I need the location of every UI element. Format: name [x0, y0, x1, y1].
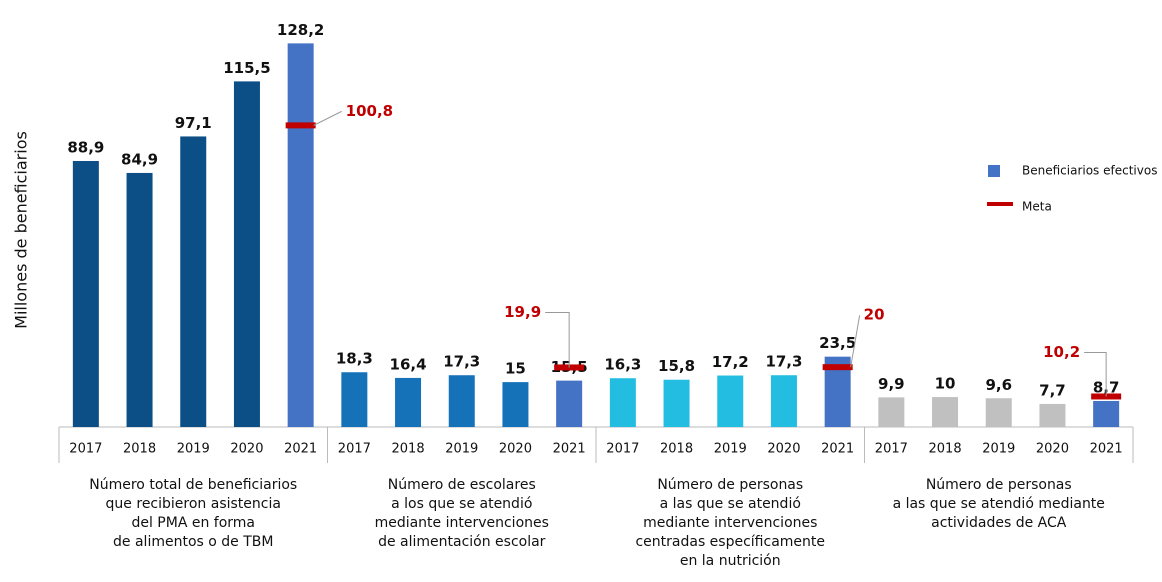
value-label: 9,6	[985, 376, 1012, 394]
x-tick-label: 2019	[714, 442, 747, 457]
bar	[1093, 400, 1120, 427]
x-tick-label: 2017	[69, 442, 102, 457]
value-label: 115,5	[223, 59, 270, 77]
bar	[985, 398, 1012, 427]
bar	[448, 375, 475, 427]
bar	[180, 136, 207, 427]
value-label: 88,9	[67, 138, 104, 156]
value-label: 15,8	[658, 357, 695, 375]
group-label: Número total de beneficiarios	[89, 477, 297, 493]
bar	[126, 172, 153, 427]
x-tick-label: 2019	[177, 442, 210, 457]
group-label: centradas específicamente	[635, 534, 825, 550]
group-label: que recibieron asistencia	[106, 496, 281, 512]
group-label: a las que se atendió	[660, 496, 801, 512]
x-tick-label: 2021	[553, 442, 586, 457]
group-label: Número de personas	[926, 477, 1072, 493]
group-label: Número de escolares	[388, 477, 536, 493]
value-label: 84,9	[121, 150, 158, 168]
legend-swatch	[988, 165, 1000, 177]
legend-label: Beneficiarios efectivos	[1022, 164, 1157, 178]
x-tick-label: 2021	[1090, 442, 1123, 457]
target-label: 100,8	[346, 102, 393, 120]
target-mark	[822, 364, 853, 371]
bar	[233, 81, 260, 427]
bar	[72, 160, 99, 428]
bar	[341, 372, 368, 427]
bar	[556, 380, 583, 427]
group-label: a las que se atendió mediante	[893, 496, 1105, 512]
x-tick-label: 2018	[929, 442, 962, 457]
x-tick-label: 2019	[982, 442, 1015, 457]
bar	[663, 379, 690, 427]
target-label: 10,2	[1043, 343, 1080, 361]
x-tick-label: 2020	[499, 442, 532, 457]
value-label: 23,5	[819, 334, 856, 352]
x-tick-label: 2018	[392, 442, 425, 457]
group-label: en la nutrición	[680, 553, 781, 569]
leader-line	[850, 315, 861, 368]
x-tick-label: 2017	[338, 442, 371, 457]
value-label: 7,7	[1039, 381, 1066, 399]
target-mark	[285, 122, 316, 129]
x-tick-label: 2020	[1036, 442, 1069, 457]
value-label: 15	[505, 360, 526, 378]
bar	[395, 377, 422, 427]
value-label: 17,3	[443, 353, 480, 371]
x-tick-label: 2020	[230, 442, 263, 457]
bar	[932, 397, 959, 427]
leader-line	[545, 311, 570, 368]
group-label: a los que se atendió	[391, 496, 532, 512]
bar	[502, 382, 529, 427]
value-label: 17,2	[712, 353, 749, 371]
x-tick-label: 2019	[445, 442, 478, 457]
value-label: 97,1	[175, 114, 212, 132]
value-label: 9,9	[878, 375, 905, 393]
bar	[770, 375, 797, 427]
x-tick-label: 2017	[875, 442, 908, 457]
x-tick-label: 2018	[660, 442, 693, 457]
bar	[1039, 403, 1066, 427]
x-tick-label: 2020	[767, 442, 800, 457]
value-label: 10	[935, 375, 956, 393]
x-tick-label: 2018	[123, 442, 156, 457]
target-label: 19,9	[504, 303, 541, 321]
value-label: 17,3	[765, 353, 802, 371]
leader-line	[313, 110, 342, 126]
x-tick-label: 2021	[284, 442, 317, 457]
x-tick-label: 2021	[821, 442, 854, 457]
leader-line	[1084, 351, 1107, 397]
value-label: 16,4	[390, 355, 427, 373]
x-tick-label: 2017	[606, 442, 639, 457]
group-label: del PMA en forma	[131, 515, 255, 531]
bar	[878, 397, 905, 427]
group-label: mediante intervenciones	[643, 515, 817, 531]
value-label: 18,3	[336, 350, 373, 368]
bar	[609, 378, 636, 427]
group-label: de alimentación escolar	[378, 534, 546, 550]
target-label: 20	[864, 306, 885, 324]
group-label: mediante intervenciones	[375, 515, 549, 531]
bar	[287, 43, 314, 427]
legend-label: Meta	[1022, 200, 1052, 214]
bar	[717, 375, 744, 427]
y-axis-label: Millones de beneficiarios	[12, 131, 31, 329]
value-label: 16,3	[604, 356, 641, 374]
group-label: de alimentos o de TBM	[113, 534, 273, 550]
group-label: Número de personas	[657, 477, 803, 493]
value-label: 128,2	[277, 21, 324, 39]
group-label: actividades de ACA	[931, 515, 1067, 531]
